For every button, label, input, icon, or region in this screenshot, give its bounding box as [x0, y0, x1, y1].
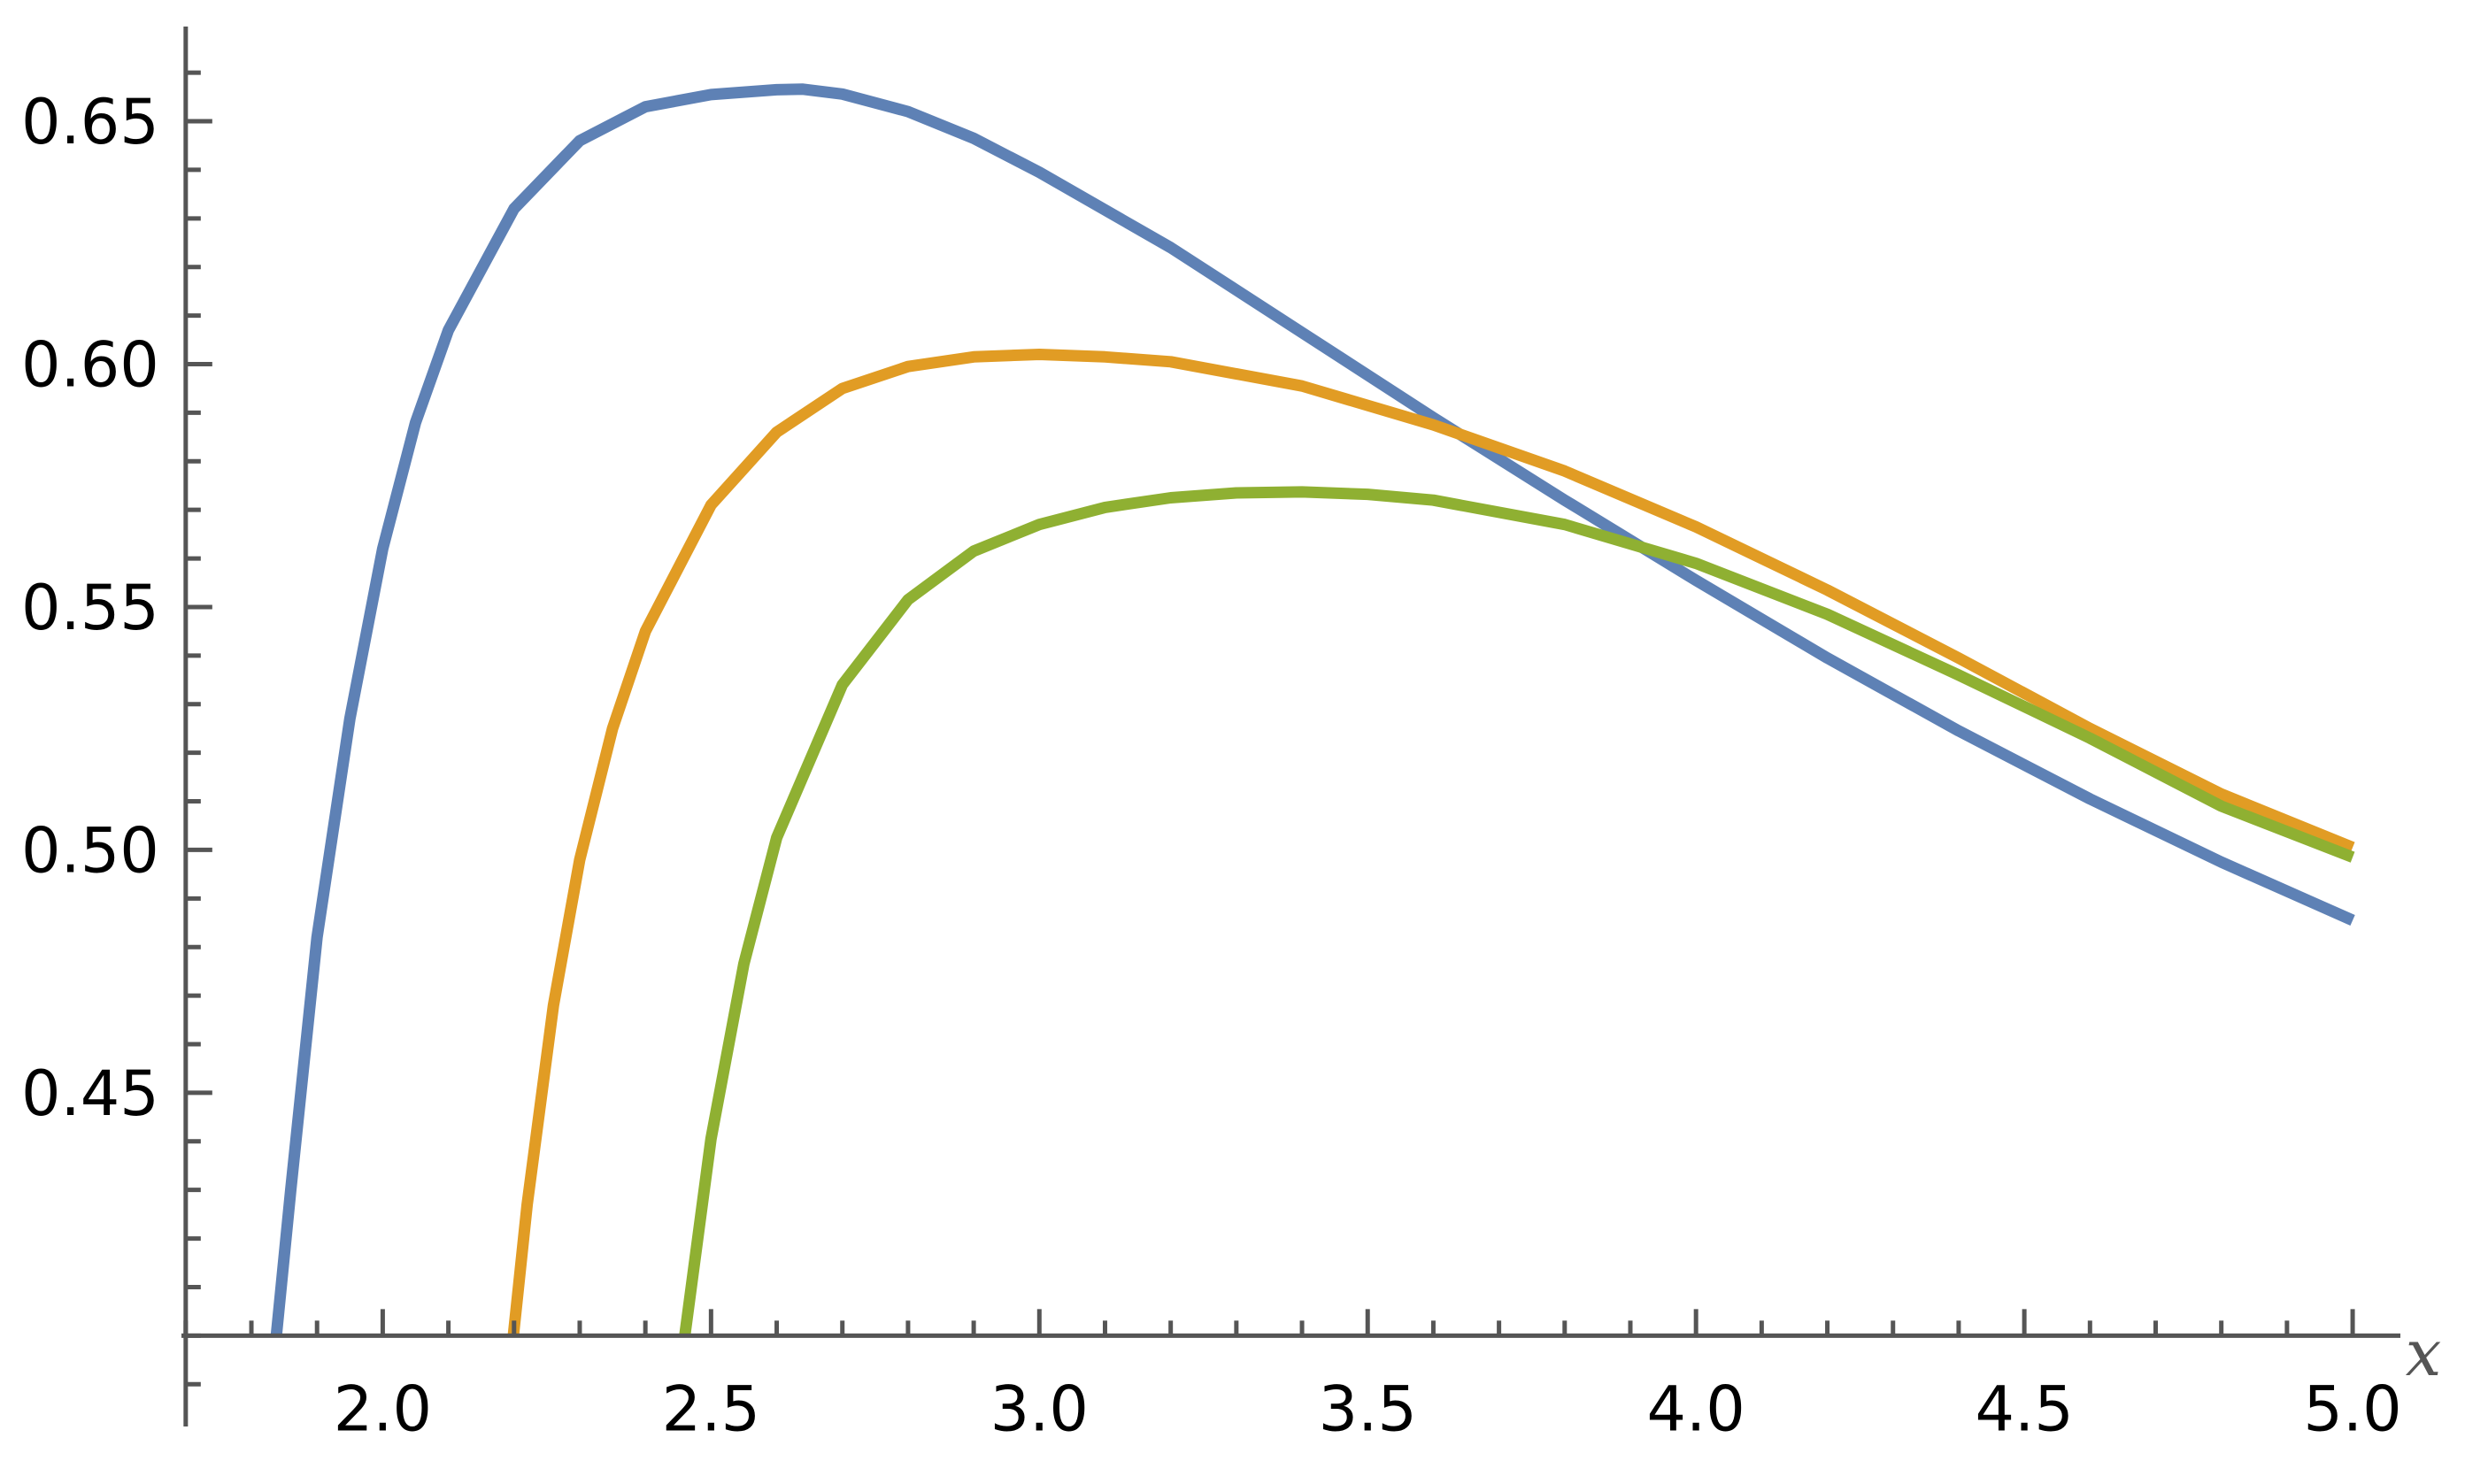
y-tick-label: 0.65: [21, 86, 159, 158]
x-tick-label: 3.0: [990, 1373, 1089, 1445]
series-layer: [270, 83, 2355, 1337]
x-tick-label: 2.0: [334, 1373, 432, 1445]
x-axis-title: x: [2406, 1316, 2442, 1390]
y-tick-label: 0.55: [21, 572, 159, 644]
y-tick-label: 0.50: [21, 814, 159, 887]
axes-layer: 2.0 2.5 3.0 3.5 4.0 4.5 5.0 0.45 0.50 0.55 0.60 0.6…: [21, 27, 2402, 1445]
y-tick-label: 0.45: [21, 1057, 159, 1130]
y-tick-label: 0.60: [21, 329, 159, 402]
series-line-1: [270, 83, 2355, 1337]
series-line-2: [507, 349, 2355, 1337]
x-tick-label: 5.0: [2303, 1373, 2401, 1445]
x-tick-label: 2.5: [662, 1373, 760, 1445]
x-tick-label: 4.5: [1975, 1373, 2073, 1445]
x-tick-label: 4.0: [1647, 1373, 1745, 1445]
x-tick-label: 3.5: [1319, 1373, 1417, 1445]
series-line-3: [679, 486, 2355, 1337]
